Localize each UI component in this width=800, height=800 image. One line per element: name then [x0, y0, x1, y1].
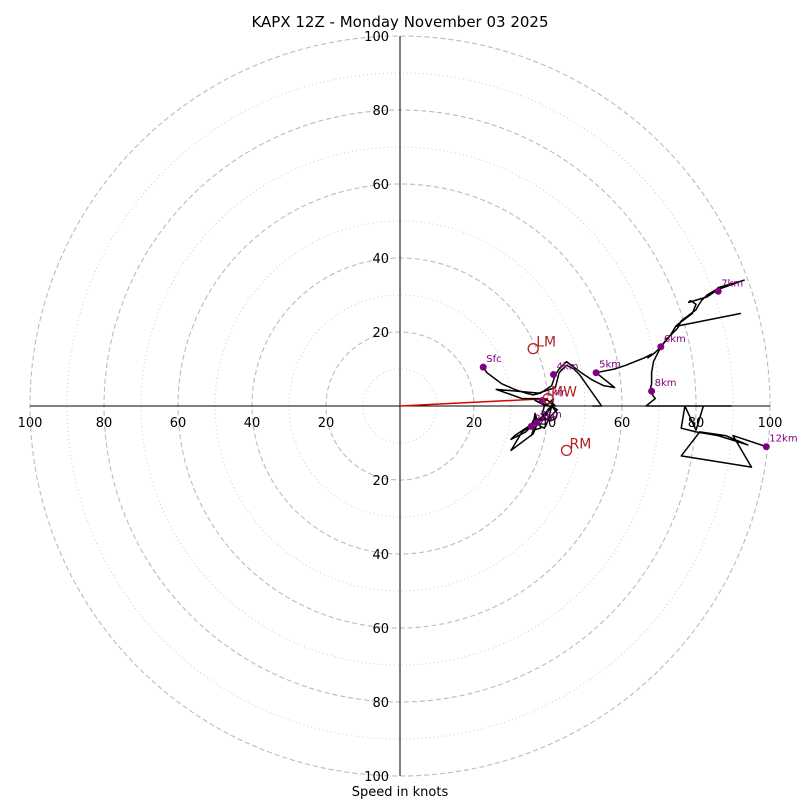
y-tick-label: 60 — [372, 622, 389, 637]
x-tick-label: 40 — [244, 416, 261, 431]
height-label-3km: 3km — [540, 410, 562, 421]
height-label-4km: 4km — [557, 362, 579, 373]
hodograph-trace — [482, 279, 767, 468]
y-tick-label: 40 — [372, 252, 389, 267]
y-tick-label: 20 — [372, 326, 389, 341]
storm-motion-label-mw: MW — [551, 385, 577, 401]
x-tick-label: 60 — [614, 416, 631, 431]
height-label-8km: 8km — [655, 378, 677, 389]
x-tick-label: 100 — [758, 416, 783, 431]
height-marker-3km — [533, 419, 541, 427]
x-axis-label: Speed in knots — [352, 785, 449, 800]
height-marker-12km — [762, 443, 770, 451]
y-tick-label: 20 — [372, 474, 389, 489]
y-tick-label: 40 — [372, 548, 389, 563]
storm-motion-marker-lm — [527, 342, 539, 355]
y-tick-label: 100 — [364, 30, 389, 45]
height-label-7km: 7km — [721, 278, 743, 289]
storm-motion-marker-mw — [542, 392, 554, 405]
height-label-sfc: Sfc — [486, 354, 501, 365]
tick-labels: 100 80 60 40 20 20 40 60 80 100100806040202040608… — [18, 30, 783, 785]
x-tick-label: 60 — [170, 416, 187, 431]
y-tick-label: 80 — [372, 696, 389, 711]
y-tick-label: 100 — [364, 770, 389, 785]
height-label-1km: 1km — [545, 387, 567, 398]
mean-wind-vector — [399, 397, 549, 407]
storm-motion-markers: LM MW RM — [527, 335, 592, 457]
x-tick-label: 20 — [318, 416, 335, 431]
height-label-12km: 12km — [769, 434, 797, 445]
height-label-5km: 5km — [599, 360, 621, 371]
storm-motion-label-rm: RM — [570, 436, 592, 452]
chart-title: KAPX 12Z - Monday November 03 2025 — [251, 13, 548, 31]
height-label-6km: 6km — [664, 334, 686, 345]
x-tick-label: 80 — [96, 416, 113, 431]
height-marker-5km — [592, 369, 600, 377]
height-marker-2km — [527, 422, 535, 430]
y-tick-label: 80 — [372, 104, 389, 119]
height-marker-4km — [550, 371, 558, 379]
hodograph-trace-lower — [495, 364, 603, 452]
height-label-2km: 2km — [534, 413, 556, 424]
height-marker-7km — [714, 287, 722, 295]
hodograph-traces — [399, 279, 767, 468]
storm-motion-marker-rm — [560, 444, 573, 457]
x-tick-label: 20 — [466, 416, 483, 431]
storm-motion-label-lm: LM — [536, 335, 556, 351]
height-marker-8km — [648, 387, 656, 395]
x-tick-label: 100 — [18, 416, 43, 431]
y-tick-label: 60 — [372, 178, 389, 193]
height-marker-6km — [657, 343, 665, 351]
height-marker-sfc — [479, 363, 487, 371]
